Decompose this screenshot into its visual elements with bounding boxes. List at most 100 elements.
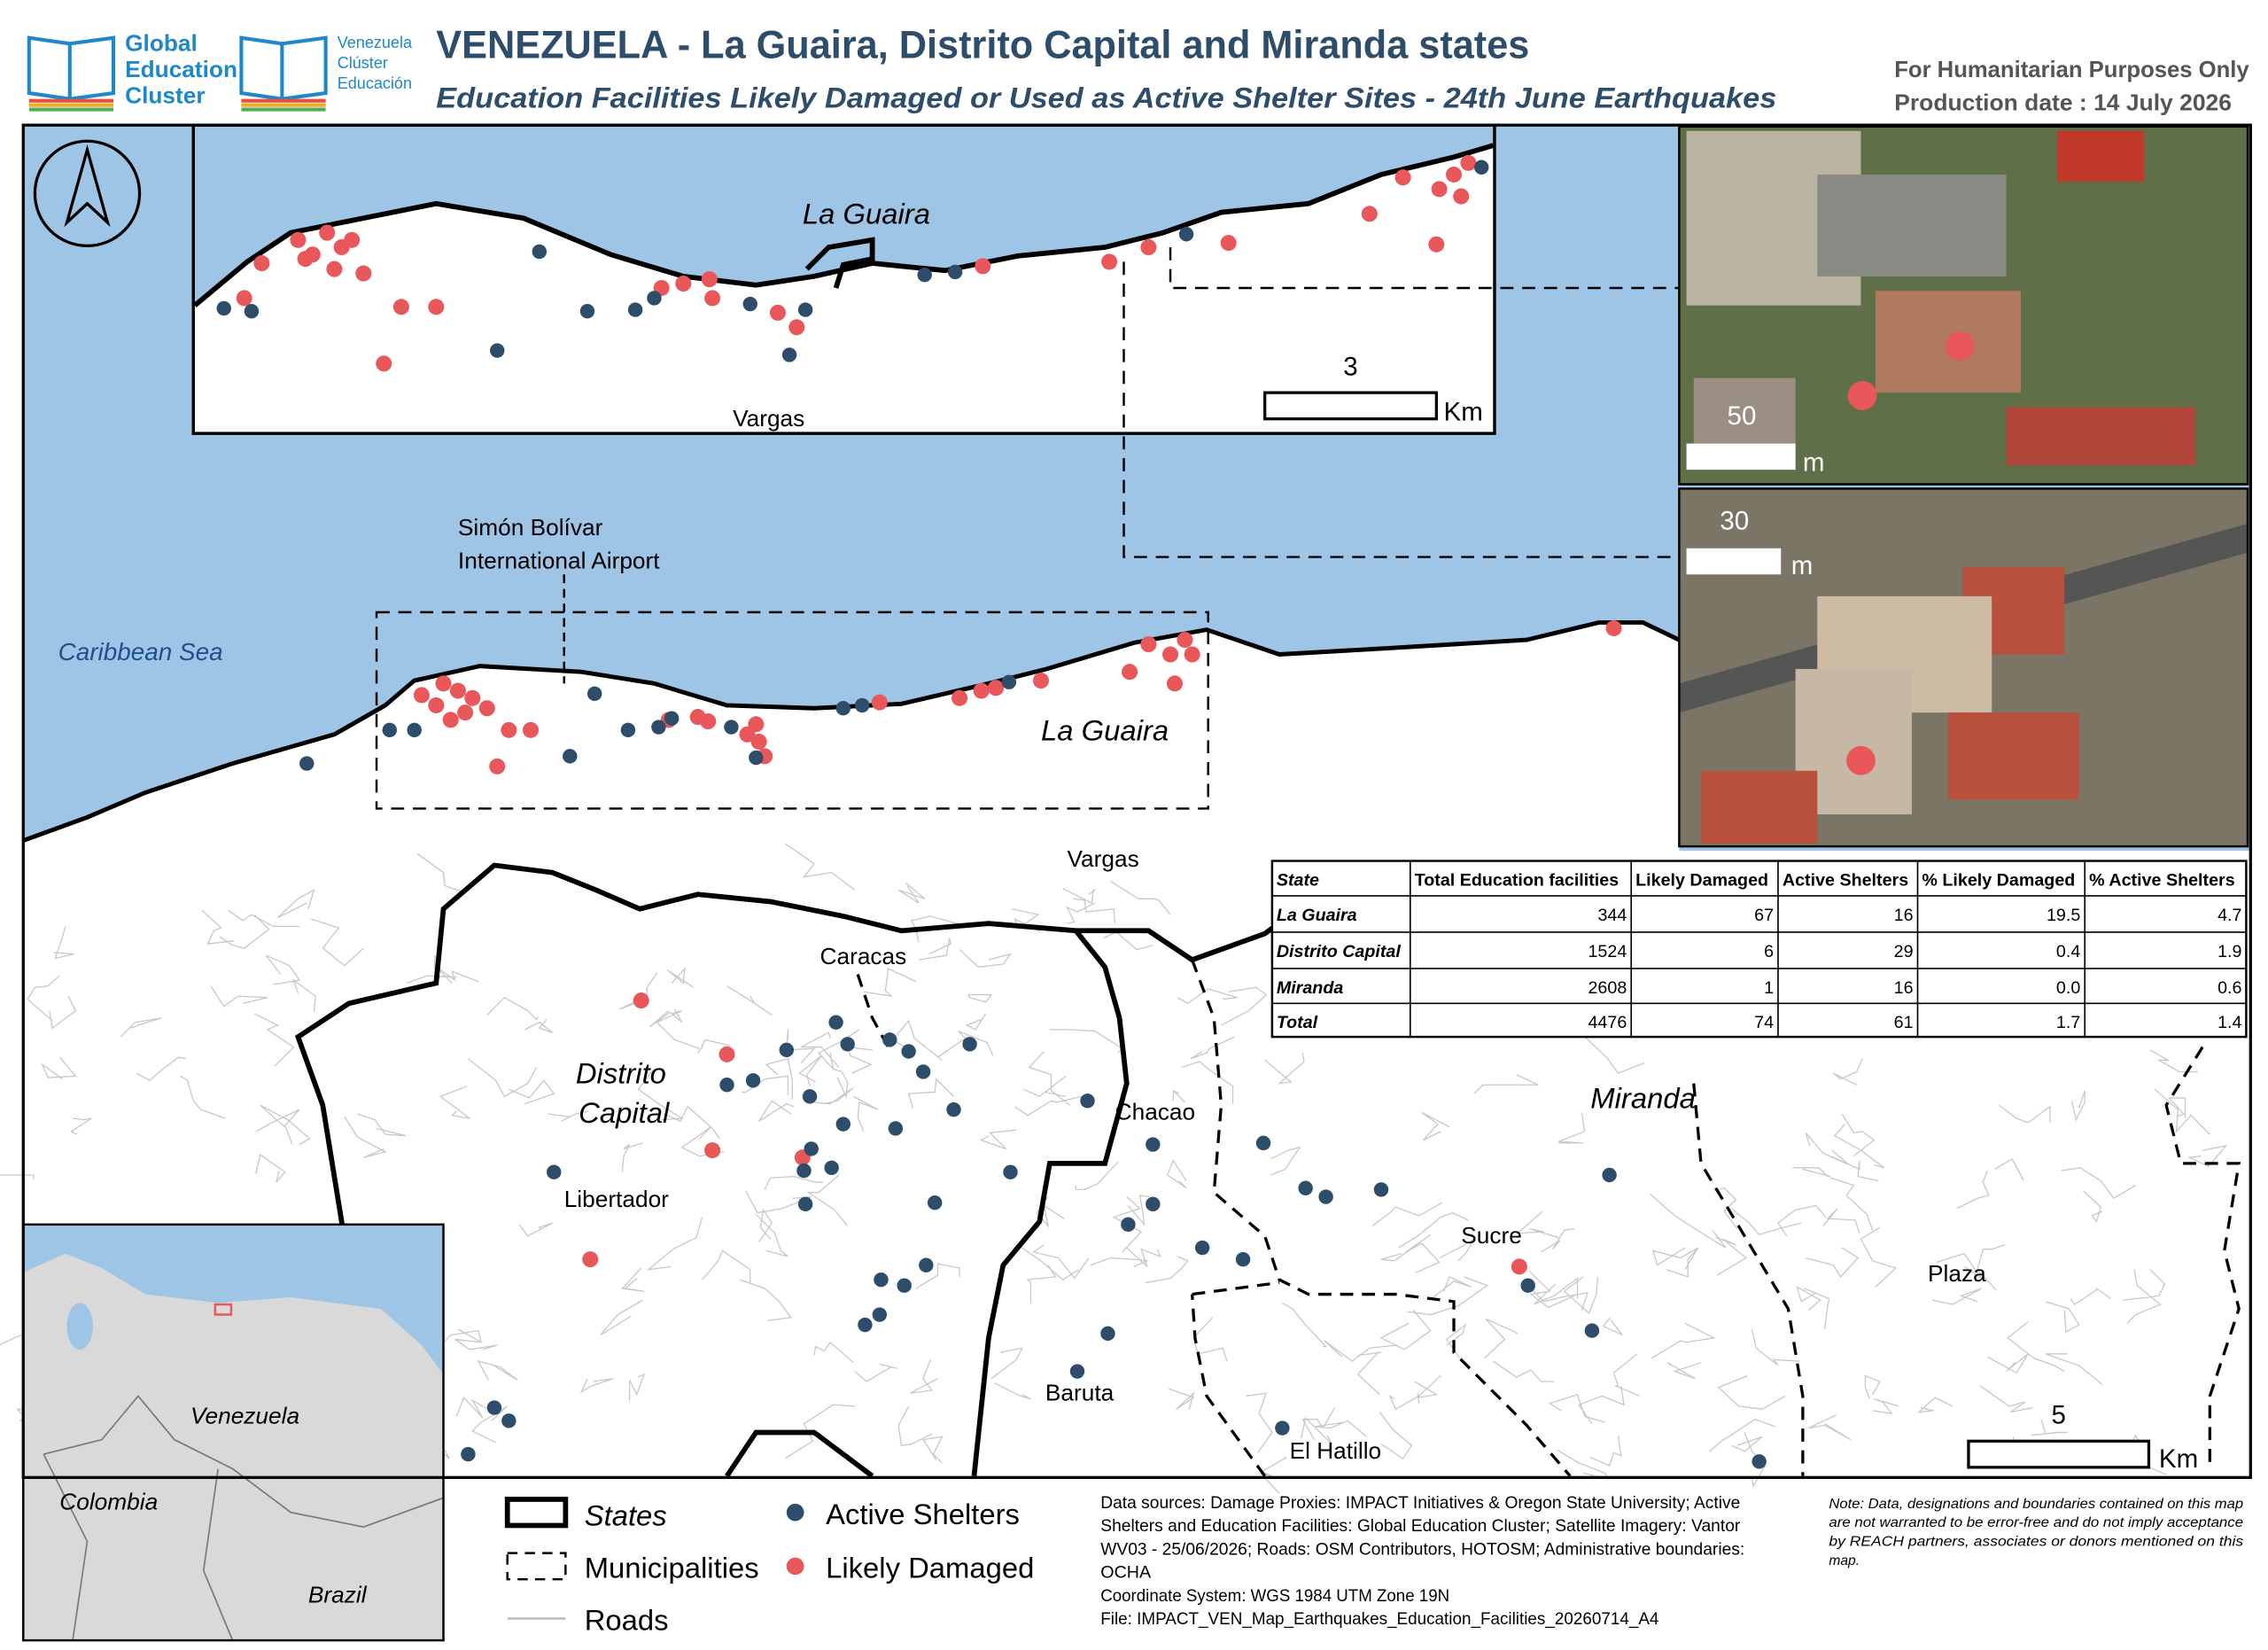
likely-damaged-point: [704, 290, 721, 307]
road: [726, 985, 773, 1016]
table-header: % Active Shelters: [2089, 870, 2235, 890]
likely-damaged-point: [355, 265, 372, 282]
port: [804, 237, 875, 289]
production-date: Production date : 14 July 2026: [1894, 90, 2232, 116]
road: [1860, 1226, 1898, 1288]
table-cell: 1.9: [2218, 942, 2241, 961]
road: [2154, 1088, 2210, 1135]
active-shelter-point: [824, 1160, 839, 1175]
active-shelter-point: [547, 1164, 562, 1179]
likely-damaged-point: [973, 682, 990, 699]
active-shelter-point: [840, 1037, 855, 1052]
logo-stripes: [28, 98, 326, 112]
table-cell: Total: [1277, 1013, 1318, 1032]
road: [1530, 1288, 1588, 1311]
road: [201, 909, 235, 945]
place-label: La Guaira: [803, 198, 930, 230]
road: [1075, 1161, 1119, 1191]
road: [994, 1382, 1031, 1400]
road: [1023, 1075, 1067, 1098]
place-label: La Guaira: [1041, 713, 1169, 746]
facility-points: [216, 154, 1767, 1469]
likely-damaged-point: [253, 255, 270, 272]
likely-damaged-point: [1162, 646, 1179, 663]
road: [1731, 1436, 1763, 1452]
active-shelter-point: [1751, 1454, 1767, 1469]
likely-damaged-point: [700, 712, 717, 730]
road: [180, 1075, 226, 1119]
road: [621, 1142, 643, 1172]
purpose: For Humanitarian Purposes Only: [1894, 56, 2249, 82]
road: [1651, 1247, 1699, 1266]
place-label: Brazil: [308, 1581, 368, 1607]
active-shelter-point: [1298, 1180, 1313, 1195]
road: [1439, 1238, 1475, 1262]
road: [1936, 1252, 1983, 1280]
road: [765, 1057, 794, 1100]
active-shelter-point: [749, 750, 764, 766]
road: [0, 1174, 35, 1179]
likely-damaged-point: [633, 992, 649, 1009]
active-shelter-point: [1121, 1217, 1136, 1232]
road: [1829, 1156, 1879, 1182]
road: [813, 1086, 854, 1105]
likely-damaged-point: [701, 271, 718, 288]
road: [758, 1100, 795, 1122]
road: [1398, 1211, 1469, 1249]
active-shelter-point: [888, 1121, 904, 1136]
road: [1146, 1256, 1189, 1284]
road: [1829, 1177, 1874, 1231]
road: [1190, 1036, 1235, 1060]
road: [1650, 1193, 1727, 1249]
likely-damaged-point: [489, 758, 506, 774]
satellite-photo: [1679, 126, 2249, 485]
road: [1666, 1247, 1699, 1278]
road: [806, 1174, 849, 1226]
table-cell: 2608: [1588, 978, 1627, 998]
active-shelter-point: [664, 711, 680, 726]
active-shelter-point: [874, 1272, 889, 1288]
road: [1028, 1051, 1071, 1106]
note-text: Note: Data, designations and boundaries …: [1829, 1497, 2243, 1512]
road: [1931, 1288, 1983, 1305]
table-cell: Distrito Capital: [1277, 942, 1402, 961]
road: [1379, 1310, 1432, 1350]
active-shelter-point: [915, 1064, 931, 1079]
road: [909, 1359, 938, 1394]
road: [310, 918, 364, 967]
place-label: El Hatillo: [1290, 1437, 1382, 1464]
road: [1380, 1241, 1421, 1262]
table-cell: 74: [1754, 1013, 1774, 1032]
road: [1872, 1398, 1899, 1415]
active-shelter-point: [1318, 1189, 1333, 1204]
road: [454, 1338, 498, 1350]
road: [1533, 1277, 1579, 1305]
road: [524, 1018, 553, 1033]
active-shelter-point: [919, 1257, 934, 1273]
table-cell: 16: [1894, 978, 1914, 998]
active-shelter-point: [719, 1078, 734, 1093]
likely-damaged-point: [1101, 253, 1118, 270]
road: [1270, 1146, 1301, 1176]
road: [1528, 1270, 1575, 1309]
road: [518, 1222, 553, 1237]
place-label: Plaza: [1928, 1260, 1986, 1287]
road: [897, 1405, 933, 1446]
road: [260, 1104, 311, 1146]
likely-damaged-point: [739, 726, 756, 743]
road: [2045, 1301, 2080, 1334]
active-shelter-point: [382, 722, 397, 738]
road: [813, 1341, 854, 1364]
likely-damaged-point: [464, 689, 481, 706]
road: [1805, 1247, 1860, 1278]
road: [967, 993, 992, 1003]
likely-damaged-point: [1177, 632, 1193, 649]
road: [1548, 1393, 1605, 1423]
table-cell: 1: [1764, 978, 1774, 998]
active-shelter-point: [946, 1101, 961, 1117]
inset-extent: [375, 611, 1209, 810]
active-shelter-point: [835, 701, 850, 716]
road: [1356, 1351, 1382, 1396]
